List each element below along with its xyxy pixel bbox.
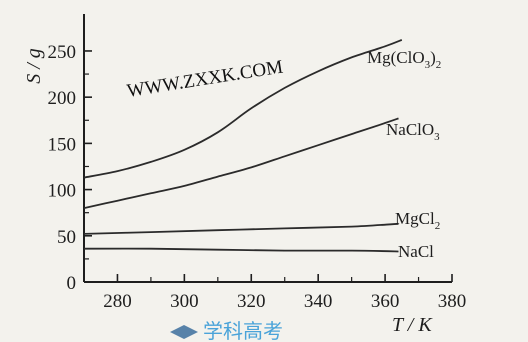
- series-label-mgcl2: MgCl2: [395, 209, 440, 232]
- series-line-nacl: [83, 247, 399, 253]
- y-tick-label: 250: [48, 42, 77, 63]
- x-tick-label: 320: [237, 291, 266, 312]
- series-label-naclo3: NaClO3: [386, 120, 440, 143]
- series-line-mgcl2: [83, 222, 399, 235]
- y-tick-label: 100: [48, 181, 77, 202]
- y-tick-label: 150: [48, 134, 77, 155]
- y-ticks: 0 50 100 150 200 250: [48, 42, 92, 294]
- series-line-naclo3: [83, 117, 399, 209]
- series-lines: [83, 39, 403, 253]
- x-tick-label: 340: [304, 291, 333, 312]
- footer-logo: 学科高考: [170, 320, 283, 342]
- series-labels: Mg(ClO3)2 NaClO3 MgCl2 NaCl: [367, 48, 441, 261]
- x-tick-label: 300: [170, 291, 199, 312]
- graduation-cap-icon: [170, 325, 198, 339]
- x-tick-label: 380: [438, 291, 467, 312]
- series-line-mg-clo3-2: [83, 39, 403, 179]
- y-tick-label: 50: [57, 227, 76, 248]
- watermark-text: WWW.ZXXK.COM: [125, 57, 284, 102]
- y-tick-label: 0: [67, 273, 77, 294]
- y-axis-title: S / g: [23, 48, 45, 84]
- y-tick-label: 200: [48, 88, 77, 109]
- x-tick-label: 360: [371, 291, 400, 312]
- series-label-nacl: NaCl: [398, 242, 434, 261]
- x-tick-label: 280: [103, 291, 132, 312]
- series-label-mg-clo3-2: Mg(ClO3)2: [367, 48, 441, 71]
- x-axis-title: T / K: [392, 314, 433, 336]
- x-ticks: 280 300 320 340 360 380: [83, 274, 467, 312]
- footer-logo-text: 学科高考: [203, 320, 283, 342]
